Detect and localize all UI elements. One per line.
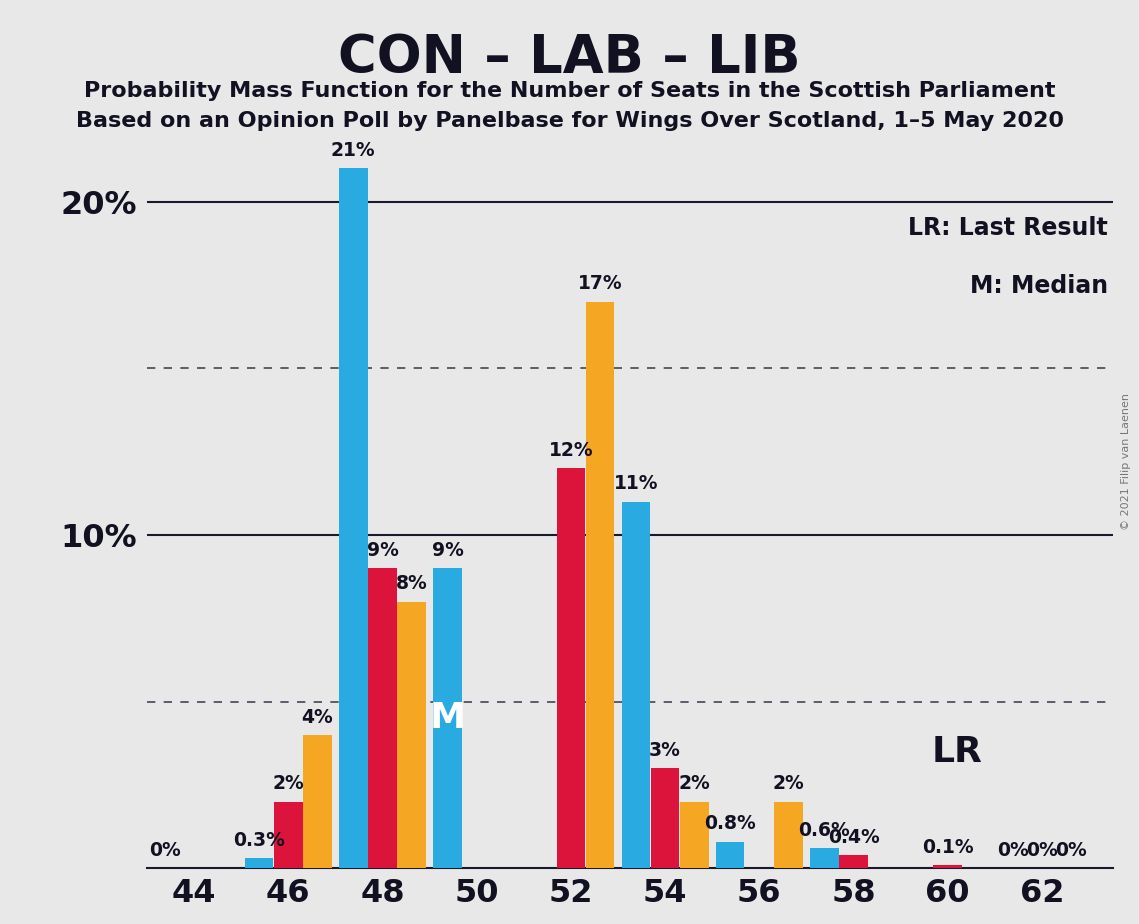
Text: LR: Last Result: LR: Last Result bbox=[908, 216, 1108, 239]
Bar bbox=[810, 848, 838, 869]
Bar bbox=[339, 168, 368, 869]
Bar bbox=[650, 768, 679, 869]
Bar bbox=[398, 602, 426, 869]
Bar bbox=[273, 802, 303, 869]
Text: 0.3%: 0.3% bbox=[233, 831, 285, 850]
Text: 0%: 0% bbox=[1055, 841, 1087, 860]
Text: 9%: 9% bbox=[367, 541, 399, 560]
Text: Probability Mass Function for the Number of Seats in the Scottish Parliament: Probability Mass Function for the Number… bbox=[84, 81, 1055, 102]
Bar bbox=[775, 802, 803, 869]
Bar bbox=[245, 858, 273, 869]
Text: 2%: 2% bbox=[772, 774, 804, 794]
Text: Based on an Opinion Poll by Panelbase for Wings Over Scotland, 1–5 May 2020: Based on an Opinion Poll by Panelbase fo… bbox=[75, 111, 1064, 131]
Text: 3%: 3% bbox=[649, 741, 681, 760]
Text: 9%: 9% bbox=[432, 541, 464, 560]
Text: 17%: 17% bbox=[577, 274, 622, 294]
Text: 0%: 0% bbox=[997, 841, 1029, 860]
Text: 0.6%: 0.6% bbox=[798, 821, 850, 840]
Bar bbox=[433, 568, 461, 869]
Text: LR: LR bbox=[932, 735, 983, 769]
Text: CON – LAB – LIB: CON – LAB – LIB bbox=[338, 32, 801, 84]
Text: © 2021 Filip van Laenen: © 2021 Filip van Laenen bbox=[1121, 394, 1131, 530]
Text: 8%: 8% bbox=[395, 575, 427, 593]
Bar bbox=[557, 468, 585, 869]
Text: 4%: 4% bbox=[302, 708, 334, 726]
Bar bbox=[585, 302, 614, 869]
Bar bbox=[839, 855, 868, 869]
Text: 21%: 21% bbox=[331, 141, 376, 160]
Text: 0%: 0% bbox=[1026, 841, 1058, 860]
Bar bbox=[680, 802, 708, 869]
Text: 0.8%: 0.8% bbox=[704, 814, 756, 833]
Text: M: M bbox=[429, 701, 466, 736]
Text: 0.4%: 0.4% bbox=[828, 828, 879, 846]
Text: 11%: 11% bbox=[614, 474, 658, 493]
Text: 2%: 2% bbox=[679, 774, 711, 794]
Bar bbox=[715, 842, 745, 869]
Bar bbox=[934, 865, 962, 869]
Text: 0%: 0% bbox=[149, 841, 181, 860]
Bar bbox=[368, 568, 396, 869]
Text: 2%: 2% bbox=[272, 774, 304, 794]
Text: 12%: 12% bbox=[549, 441, 593, 460]
Bar bbox=[622, 502, 650, 869]
Bar bbox=[303, 735, 331, 869]
Text: 0.1%: 0.1% bbox=[921, 838, 974, 857]
Text: M: Median: M: Median bbox=[969, 274, 1108, 298]
